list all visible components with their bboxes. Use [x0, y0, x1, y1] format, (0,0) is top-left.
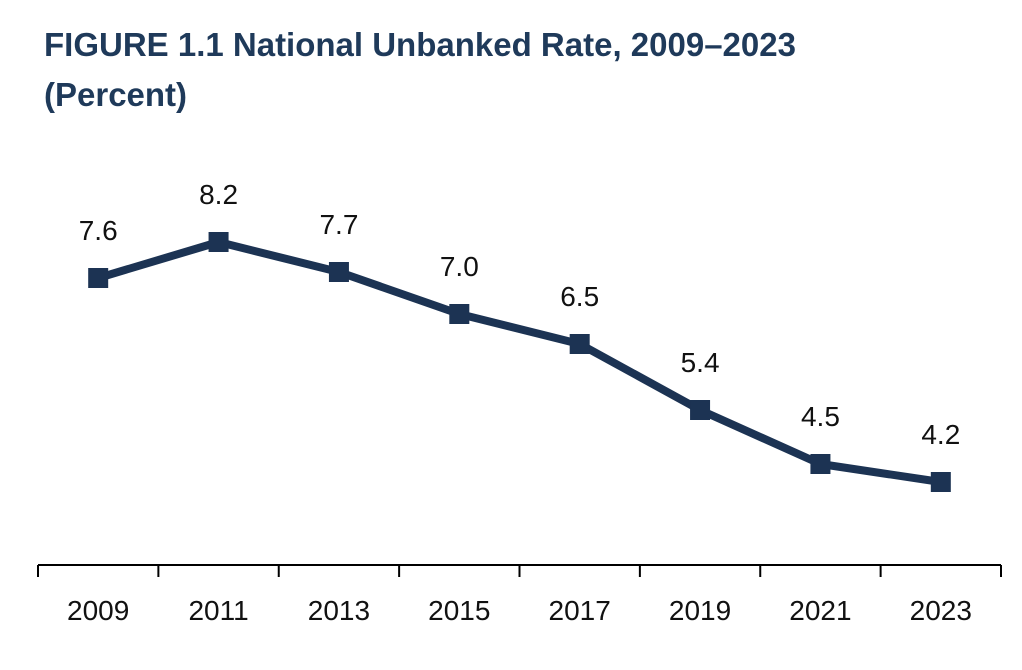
- data-point-2011: [208, 232, 229, 252]
- data-point-2017: [569, 334, 590, 354]
- data-point-2009: [88, 268, 109, 288]
- series-line: [94, 238, 945, 486]
- x-tick-label-2019: 2019: [669, 595, 731, 626]
- data-point-2019: [690, 400, 711, 420]
- data-label-2015: 7.0: [440, 251, 479, 282]
- x-tick-label-2023: 2023: [910, 595, 972, 626]
- chart-title-line-1: FIGURE 1.1 National Unbanked Rate, 2009–…: [44, 26, 796, 63]
- x-tick-label-2009: 2009: [67, 595, 129, 626]
- data-label-2009: 7.6: [79, 215, 118, 246]
- data-point-2021: [810, 454, 831, 474]
- data-point-2023: [930, 472, 951, 492]
- chart-title: FIGURE 1.1 National Unbanked Rate, 2009–…: [44, 20, 984, 120]
- x-tick-label-2015: 2015: [428, 595, 490, 626]
- data-point-2015: [449, 304, 470, 324]
- data-label-2021: 4.5: [801, 401, 840, 432]
- data-label-2013: 7.7: [319, 209, 358, 240]
- x-tick-label-2017: 2017: [549, 595, 611, 626]
- data-label-2017: 6.5: [560, 281, 599, 312]
- x-tick-label-2021: 2021: [789, 595, 851, 626]
- data-label-2019: 5.4: [681, 347, 720, 378]
- data-label-2023: 4.2: [921, 419, 960, 450]
- chart-title-line-2: (Percent): [44, 76, 188, 113]
- x-tick-label-2013: 2013: [308, 595, 370, 626]
- x-tick-label-2011: 2011: [188, 595, 248, 626]
- data-label-2011: 8.2: [199, 179, 238, 210]
- data-point-2013: [328, 262, 349, 282]
